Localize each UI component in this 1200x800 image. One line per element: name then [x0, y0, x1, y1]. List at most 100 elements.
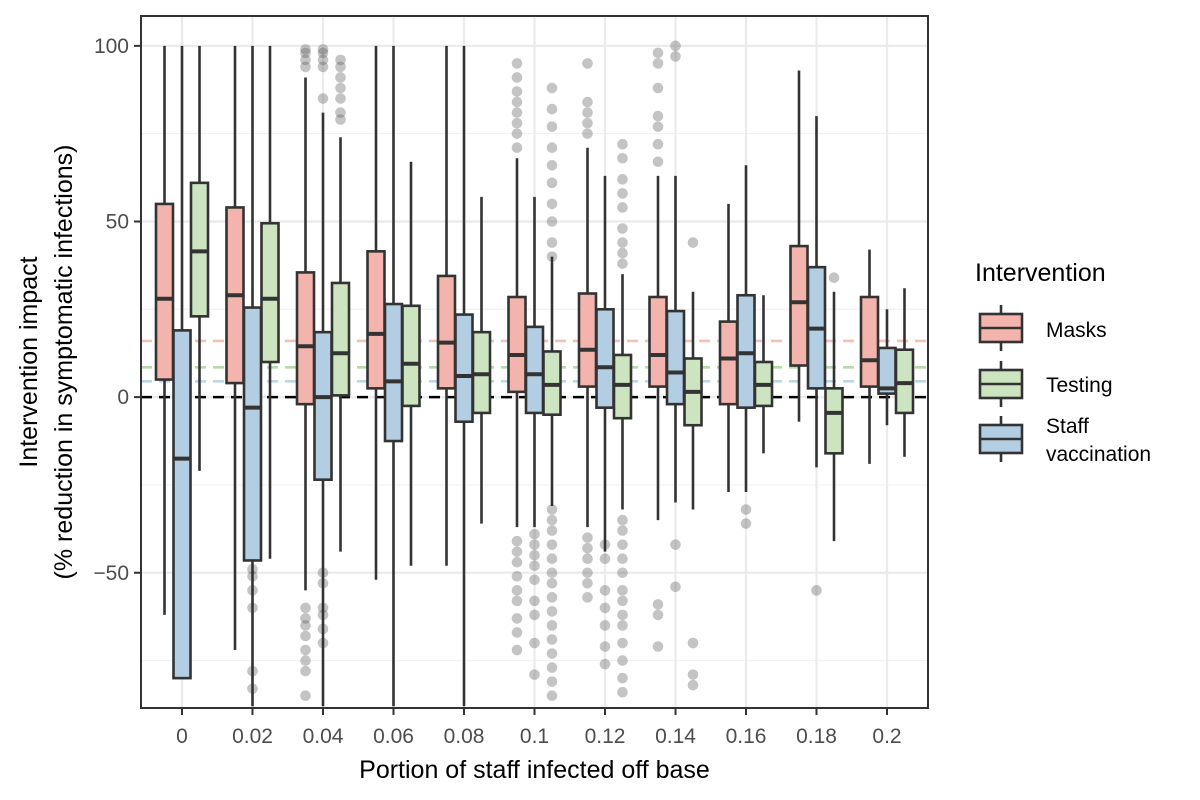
- outlier-point: [652, 599, 664, 610]
- outlier-point: [300, 665, 311, 677]
- outlier-point: [300, 47, 311, 59]
- outlier-point: [511, 613, 523, 624]
- outlier-point: [670, 40, 681, 52]
- y-tick-label: 100: [94, 35, 129, 58]
- outlier-point: [652, 609, 664, 621]
- outlier-point: [599, 620, 611, 631]
- outlier-point: [582, 567, 593, 579]
- outlier-point: [546, 103, 558, 115]
- outlier-point: [529, 637, 540, 649]
- outlier-point: [582, 542, 593, 554]
- outlier-point: [546, 198, 558, 210]
- outlier-point: [511, 128, 523, 139]
- outlier-point: [511, 535, 523, 547]
- outlier-point: [546, 634, 558, 645]
- outlier-point: [582, 117, 593, 129]
- outlier-point: [546, 690, 558, 702]
- box-body: [648, 295, 668, 388]
- outlier-point: [529, 539, 540, 550]
- legend-title: Intervention: [975, 259, 1106, 287]
- outlier-point: [687, 679, 699, 691]
- y-tick-label: −50: [93, 562, 129, 585]
- outlier-point: [617, 514, 628, 526]
- outlier-point: [546, 504, 558, 515]
- x-tick-label: 0: [176, 725, 188, 748]
- x-tick-label: 0.1: [520, 725, 549, 748]
- outlier-point: [300, 54, 311, 66]
- outlier-point: [546, 539, 558, 550]
- outlier-point: [599, 658, 611, 670]
- outlier-point: [317, 93, 329, 104]
- box-body: [383, 302, 404, 443]
- outlier-point: [617, 672, 628, 684]
- outlier-point: [335, 54, 346, 66]
- outlier-point: [546, 567, 558, 579]
- x-tick-label: 0.06: [373, 725, 414, 748]
- y-axis-subtitle: (% reduction in symptomatic infections): [50, 145, 78, 580]
- outlier-point: [317, 47, 329, 59]
- outlier-point: [617, 174, 628, 185]
- outlier-point: [652, 156, 664, 168]
- outlier-point: [670, 539, 681, 550]
- outlier-point: [670, 581, 681, 593]
- outlier-point: [335, 107, 346, 118]
- outlier-point: [652, 138, 664, 150]
- box-body: [260, 221, 280, 364]
- box-body: [330, 281, 351, 397]
- outlier-point: [317, 54, 329, 66]
- outlier-point: [300, 644, 311, 656]
- box-elements: [154, 45, 915, 707]
- legend-label-masks: Masks: [1046, 319, 1107, 342]
- outlier-point: [511, 627, 523, 638]
- outlier-point: [546, 142, 558, 154]
- outlier-point: [617, 525, 628, 536]
- x-tick-label: 0.12: [585, 725, 626, 748]
- outlier-point: [529, 574, 540, 586]
- outlier-point: [529, 549, 540, 561]
- outlier-point: [511, 556, 523, 568]
- x-tick-label: 0.2: [872, 725, 901, 748]
- outlier-point: [652, 641, 664, 652]
- outlier-point: [740, 518, 752, 529]
- x-tick-label: 0.14: [655, 725, 696, 748]
- outlier-point: [529, 560, 540, 572]
- outlier-point: [511, 595, 523, 607]
- box-body: [154, 202, 175, 381]
- outlier-point: [582, 96, 593, 108]
- outlier-point: [300, 613, 311, 624]
- outlier-point: [652, 82, 664, 94]
- box-body: [577, 292, 598, 388]
- outlier-point: [582, 58, 593, 69]
- x-tick-label: 0.08: [444, 725, 485, 748]
- outlier-point: [617, 202, 628, 213]
- box-body: [859, 295, 880, 388]
- outlier-point: [652, 121, 664, 132]
- outlier-point: [617, 223, 628, 234]
- outlier-point: [511, 86, 523, 97]
- outlier-point: [652, 47, 664, 59]
- outlier-point: [511, 58, 523, 69]
- outlier-point: [300, 690, 311, 702]
- outlier-point: [546, 237, 558, 248]
- outlier-point: [599, 553, 611, 565]
- legend: Intervention Masks Testing Staff vaccina…: [975, 259, 1151, 466]
- x-axis-title: Portion of staff infected off base: [359, 756, 710, 784]
- box-body: [789, 244, 809, 367]
- x-tick-label: 0.16: [726, 725, 767, 748]
- outlier-point: [546, 514, 558, 526]
- outlier-point: [529, 528, 540, 540]
- outlier-point: [511, 96, 523, 108]
- x-tick-label: 0.18: [796, 725, 837, 748]
- outlier-point: [511, 644, 523, 656]
- outlier-point: [617, 247, 628, 259]
- outlier-point: [300, 655, 311, 666]
- outlier-point: [546, 525, 558, 536]
- outlier-point: [511, 117, 523, 129]
- outlier-point: [617, 188, 628, 199]
- y-axis-title: Intervention impact: [15, 256, 43, 467]
- outlier-point: [317, 61, 329, 73]
- box-body: [242, 306, 263, 562]
- outlier-point: [529, 669, 540, 680]
- box-body: [595, 308, 615, 409]
